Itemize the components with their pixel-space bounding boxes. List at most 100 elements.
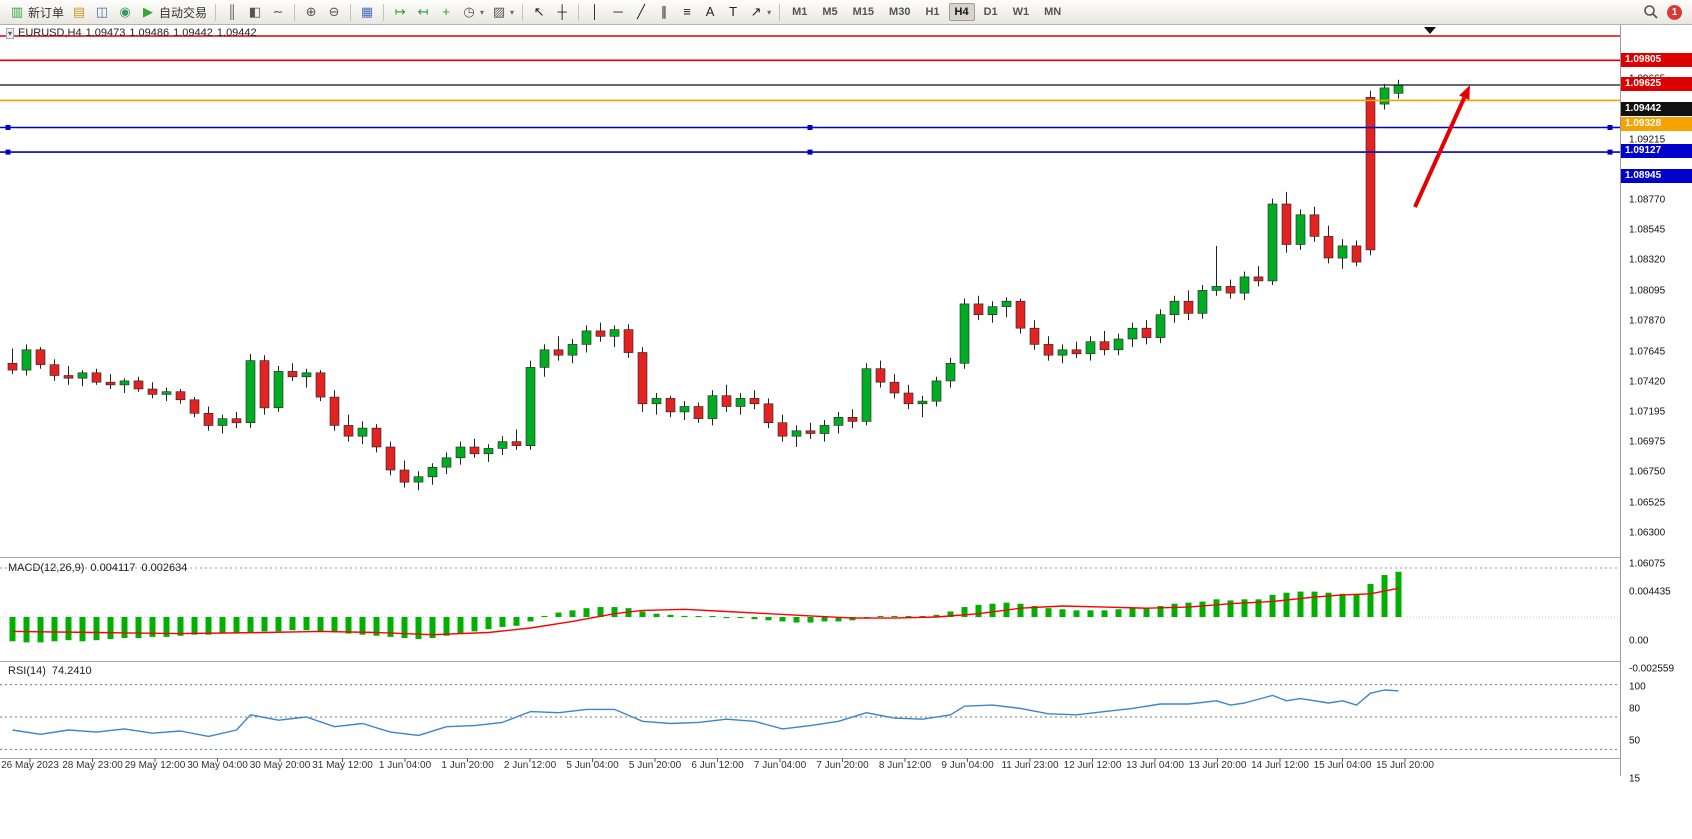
templates-icon: ▨ xyxy=(492,4,506,19)
vertical-line-button[interactable]: │ xyxy=(584,2,606,22)
y-axis-label: 1.07420 xyxy=(1629,376,1666,388)
candlestick-chart-icon: ◧ xyxy=(248,4,262,19)
auto-scroll-button[interactable]: ↦ xyxy=(389,2,411,22)
candle-body xyxy=(1295,214,1306,245)
timeframe-w1-button[interactable]: W1 xyxy=(1007,3,1036,21)
timeframe-m5-button[interactable]: M5 xyxy=(816,3,843,21)
indicators-icon: + xyxy=(442,4,450,19)
chart-shift-button[interactable]: ↤ xyxy=(412,2,434,22)
time-axis-label: 30 May 20:00 xyxy=(249,760,311,771)
periods-button[interactable]: ◷ ▾ xyxy=(458,2,487,22)
support-line-2-handle[interactable] xyxy=(1607,149,1613,155)
candle-body xyxy=(245,360,256,424)
charts-icon: ▤ xyxy=(72,4,86,19)
y-axis-label: 1.08095 xyxy=(1629,285,1666,297)
arrows-button[interactable]: ↗ ▾ xyxy=(745,2,774,22)
fibonacci-button[interactable]: ≡ xyxy=(676,2,698,22)
timeframe-h1-button[interactable]: H1 xyxy=(919,3,945,21)
candle-body xyxy=(875,368,886,383)
timeframe-m30-button[interactable]: M30 xyxy=(883,3,916,21)
notification-badge[interactable]: 1 xyxy=(1667,4,1682,20)
chart-context-icon[interactable]: ▾ xyxy=(6,27,15,39)
symbol-name: EURUSD,H4 xyxy=(18,27,82,39)
timeframe-mn-button-label: MN xyxy=(1044,6,1062,18)
support-line-2-handle[interactable] xyxy=(5,149,11,155)
candle-body xyxy=(105,381,116,386)
horizontal-line-button[interactable]: ─ xyxy=(607,2,629,22)
price-badge: 1.09442 xyxy=(1621,101,1692,116)
auto-trading-button[interactable]: ▶ 自动交易 xyxy=(137,2,210,22)
cursor-button[interactable]: ↖ xyxy=(528,2,550,22)
candle-body xyxy=(1029,327,1040,345)
candle-body xyxy=(1379,87,1390,105)
candle-body xyxy=(609,329,620,337)
candle-body xyxy=(77,372,88,379)
symbol-ohlc-label: ▾ EURUSD,H4 1.09473 1.09486 1.09442 1.09… xyxy=(6,27,257,39)
time-axis-label: 1 Jun 04:00 xyxy=(378,760,432,771)
candle-body xyxy=(1043,344,1054,356)
time-axis-label: 13 Jun 20:00 xyxy=(1188,760,1247,771)
channel-icon: ∥ xyxy=(660,4,668,19)
charts-button[interactable]: ▤ xyxy=(68,2,90,22)
trendline-button[interactable]: ╱ xyxy=(630,2,652,22)
profiles-button[interactable]: ◫ xyxy=(91,2,113,22)
crosshair-button[interactable]: ┼ xyxy=(551,2,573,22)
candle-body xyxy=(847,416,858,422)
toolbar-divider xyxy=(779,3,781,21)
time-axis-label: 6 Jun 12:00 xyxy=(691,760,744,771)
timeframe-m5-button-label: M5 xyxy=(822,6,838,18)
search-icon[interactable] xyxy=(1643,4,1659,20)
y-axis-label: 1.07870 xyxy=(1629,315,1666,327)
vertical-line-icon: │ xyxy=(591,4,600,19)
macd-indicator-label: MACD(12,26,9) 0.004117 0.002634 xyxy=(8,562,187,574)
tile-windows-button[interactable]: ▦ xyxy=(356,2,378,22)
channel-button[interactable]: ∥ xyxy=(653,2,675,22)
macd-axis-label: 0.004435 xyxy=(1629,586,1671,598)
fibonacci-icon: ≡ xyxy=(683,4,691,19)
support-line-2-handle[interactable] xyxy=(807,149,813,155)
candle-body xyxy=(1169,300,1180,316)
trend-arrow[interactable] xyxy=(1413,96,1467,208)
timeframe-m1-button[interactable]: M1 xyxy=(786,3,813,21)
zoom-out-button[interactable]: ⊖ xyxy=(323,2,345,22)
price-axis[interactable]: 1.09805 1.09625 1.09442 1.09328 1.09127 1.089… xyxy=(1620,24,1692,784)
candle-body xyxy=(1281,203,1292,245)
bar-chart-button[interactable]: ║ xyxy=(221,2,243,22)
label-button[interactable]: T xyxy=(722,2,744,22)
macd-value: 0.004117 xyxy=(90,562,136,574)
text-button[interactable]: A xyxy=(699,2,721,22)
timeframe-m15-button[interactable]: M15 xyxy=(847,3,880,21)
price-badge: 1.09805 xyxy=(1621,52,1692,67)
zoom-in-button[interactable]: ⊕ xyxy=(300,2,322,22)
chart-shift-marker[interactable] xyxy=(1424,27,1436,34)
support-line-1-handle[interactable] xyxy=(5,125,11,130)
indicators-button[interactable]: + xyxy=(435,2,457,22)
candle-body xyxy=(119,380,130,386)
horizontal-line-icon: ─ xyxy=(613,4,623,19)
time-axis-label: 13 Jun 04:00 xyxy=(1126,760,1184,771)
candle-body xyxy=(1393,84,1404,94)
y-axis-label: 1.06525 xyxy=(1629,497,1666,509)
y-axis-label: 1.08545 xyxy=(1629,224,1666,236)
time-axis[interactable]: 26 May 2023 28 May 23:00 29 May 12:00 30 Ma… xyxy=(0,760,1620,776)
candle-body xyxy=(1309,214,1320,237)
market-watch-button[interactable]: ◉ xyxy=(114,2,136,22)
candle-body xyxy=(651,398,662,405)
line-chart-button[interactable]: ∼ xyxy=(267,2,289,22)
timeframe-d1-button[interactable]: D1 xyxy=(978,3,1004,21)
new-order-button[interactable]: ▥ 新订单 xyxy=(6,2,67,22)
candle-body xyxy=(161,391,172,395)
candle-body xyxy=(399,469,410,483)
support-line-1-handle[interactable] xyxy=(1607,125,1613,130)
candlestick-chart-button[interactable]: ◧ xyxy=(244,2,266,22)
timeframe-h4-button[interactable]: H4 xyxy=(948,3,975,21)
support-line-1-handle[interactable] xyxy=(807,125,813,130)
trend-arrow-head[interactable] xyxy=(1459,85,1470,100)
chart-shift-icon: ↤ xyxy=(417,4,429,19)
templates-button[interactable]: ▨ ▾ xyxy=(488,2,517,22)
timeframe-m15-button-label: M15 xyxy=(852,6,875,18)
timeframe-mn-button[interactable]: MN xyxy=(1038,3,1067,21)
candle-body xyxy=(441,457,452,468)
candle-body xyxy=(945,362,956,382)
